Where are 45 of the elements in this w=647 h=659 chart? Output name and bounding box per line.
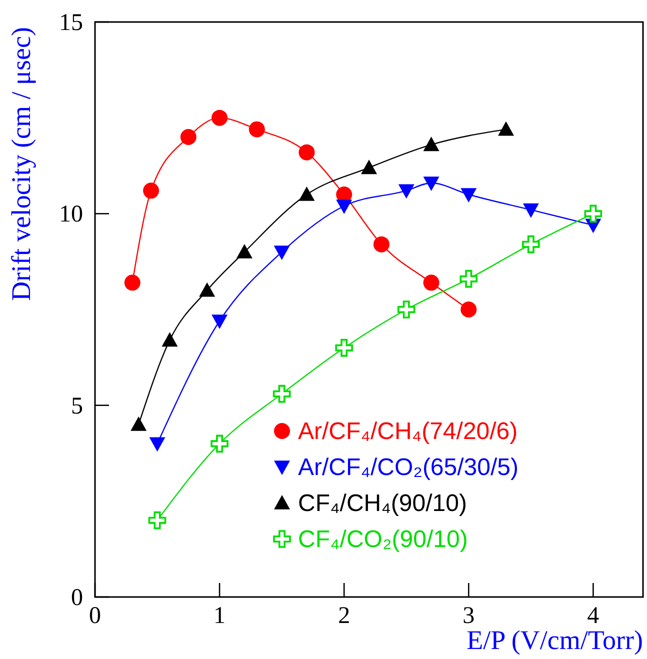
y-tick-label: 10 <box>59 202 83 228</box>
legend-label: CF₄/CH₄(90/10) <box>298 490 467 517</box>
point <box>143 182 160 199</box>
legend-label: CF₄/CO₂(90/10) <box>298 526 468 553</box>
point <box>212 110 228 126</box>
point <box>274 246 290 260</box>
point <box>149 437 166 452</box>
point <box>298 144 315 160</box>
y-tick-label: 5 <box>71 393 83 420</box>
x-tick-label: 2 <box>338 603 350 629</box>
point <box>460 302 477 318</box>
point <box>397 300 416 318</box>
point <box>210 434 228 453</box>
point <box>248 121 265 138</box>
point <box>584 204 602 223</box>
point <box>336 200 352 214</box>
point <box>298 186 315 201</box>
point <box>522 235 540 254</box>
point <box>460 270 478 288</box>
point <box>130 416 147 431</box>
point <box>199 282 216 297</box>
point <box>423 274 440 291</box>
point <box>373 236 390 252</box>
point <box>162 332 178 347</box>
point <box>148 511 166 530</box>
x-tick-label: 1 <box>214 603 226 629</box>
y-tick-label: 15 <box>59 10 83 36</box>
point <box>460 188 477 202</box>
point <box>180 129 196 145</box>
point <box>236 244 252 258</box>
y-axis-title: Drift velocity (cm / μsec) <box>6 27 36 301</box>
point <box>361 160 377 174</box>
point <box>522 203 539 218</box>
point <box>423 176 440 191</box>
legend-label: Ar/CF₄/CH₄(74/20/6) <box>298 418 518 445</box>
x-tick-label: 0 <box>89 603 101 629</box>
y-tick-label: 0 <box>71 585 83 611</box>
point <box>398 184 414 199</box>
point <box>335 338 353 357</box>
legend-label: Ar/CF₄/CO₂(65/30/5) <box>298 454 518 481</box>
point <box>272 384 291 403</box>
point <box>212 314 228 329</box>
point <box>124 274 140 291</box>
point <box>498 121 514 136</box>
point <box>423 136 440 152</box>
